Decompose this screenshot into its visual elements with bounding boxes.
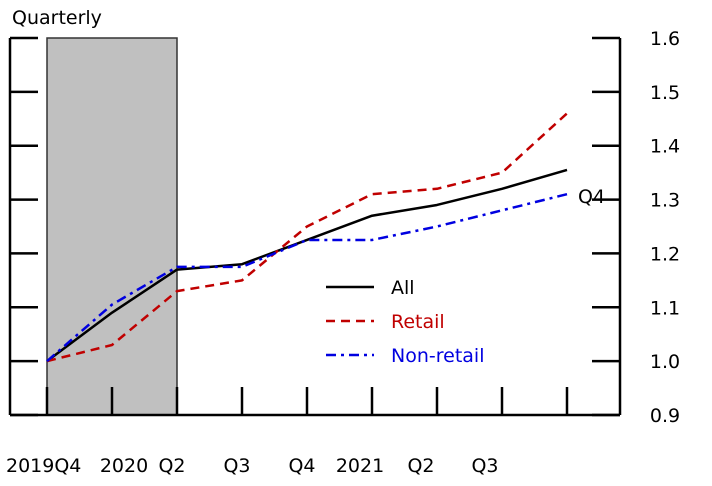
- x-tick-label: Q4: [288, 455, 315, 477]
- y-tick-label: 1.4: [650, 136, 680, 158]
- x-tick-label: 2019Q4: [6, 455, 81, 477]
- y-tick-label: 1.1: [650, 297, 680, 319]
- legend-label: Retail: [391, 311, 445, 333]
- series-line-retail: [46, 112, 568, 363]
- y-tick-label: 1.2: [650, 243, 680, 265]
- annotation-label: Q4: [578, 186, 605, 208]
- y-tick-label: 1.6: [650, 28, 680, 50]
- series-line-all: [46, 168, 568, 363]
- x-tick-label: 2021: [336, 455, 384, 477]
- shaded-region: [46, 37, 178, 416]
- x-tick-label: Q2: [407, 455, 434, 477]
- x-tick-label: Q3: [223, 455, 250, 477]
- y-tick-label: 1.3: [650, 190, 680, 212]
- legend-label: Non-retail: [391, 345, 484, 367]
- y-tick-label: 1.0: [650, 351, 680, 373]
- legend-label: All: [391, 277, 415, 299]
- y-tick-label: 1.5: [650, 82, 680, 104]
- chart-subtitle: Quarterly: [12, 7, 102, 29]
- y-tick-label: 0.9: [650, 405, 680, 427]
- x-tick-label: Q2: [158, 455, 185, 477]
- x-tick-label: Q3: [471, 455, 498, 477]
- x-tick-label: 2020: [100, 455, 148, 477]
